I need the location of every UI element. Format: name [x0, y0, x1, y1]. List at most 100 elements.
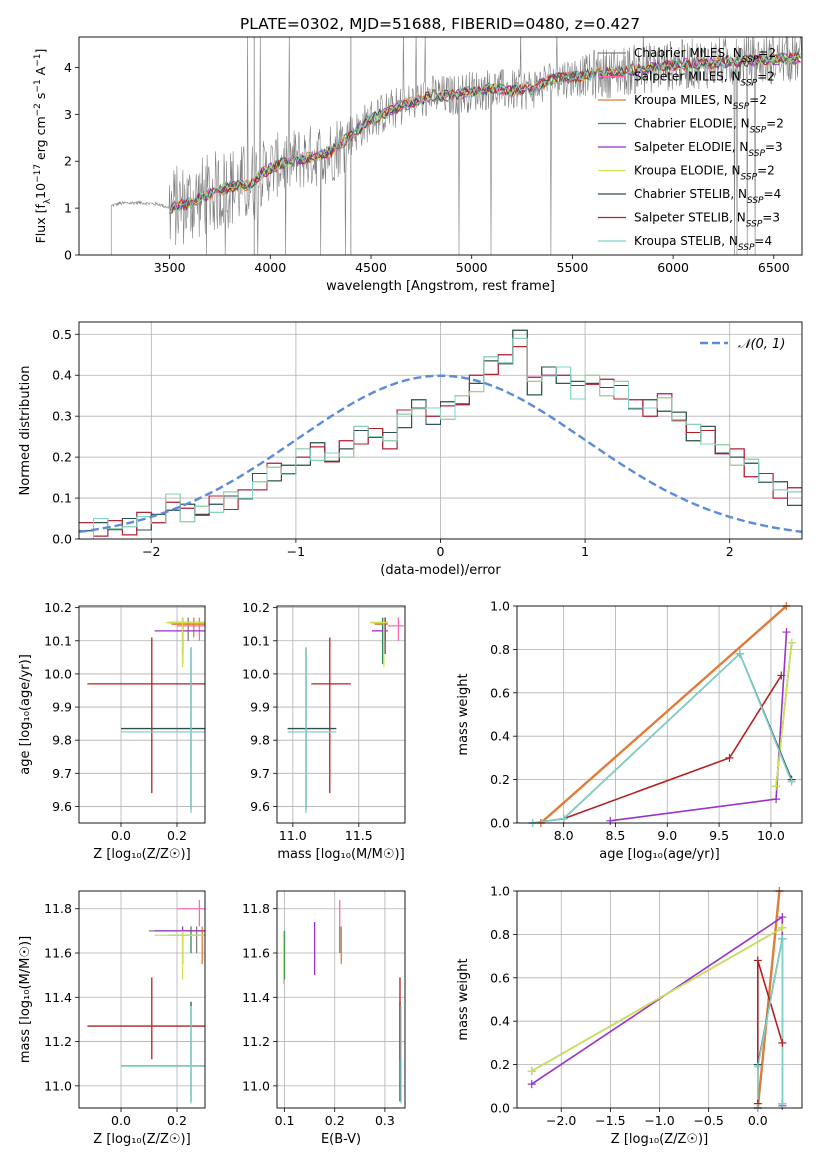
mass_weight_vs_age-series-line — [532, 652, 793, 823]
mass_vs_ebv-ytick-label: 11.4 — [242, 990, 270, 1005]
spectrum-legend-n: 2 — [776, 117, 784, 131]
mass_vs_Z-xtick-label: 0.0 — [111, 1113, 131, 1128]
mass_vs_Z-ytick-label: 11.4 — [44, 990, 72, 1005]
spectrum-legend-sub: SSP — [733, 102, 750, 112]
residuals-ytick-label: 0.3 — [52, 409, 72, 424]
mass_vs_Z-xlabel: Z [log₁₀(Z/Z☉)] — [93, 1132, 190, 1147]
mass_weight_vs_Z-ytick-label: 0.4 — [490, 1014, 510, 1029]
spectrum-legend-eq: = — [754, 234, 764, 248]
spectrum-ylabel-part: −2 — [33, 103, 43, 116]
spectrum-legend-sub: SSP — [748, 149, 765, 159]
mass_weight_vs_Z-series-line — [757, 938, 784, 1108]
mass_vs_Z-panel: 0.0 0.2 11.0 11.2 11.4 11.6 11.8 Z [log₁₀(Z/Z☉)… — [18, 890, 206, 1147]
mass_weight_vs_Z-xtick-label: −0.5 — [693, 1113, 723, 1128]
spectrum-xtick-label: 6500 — [758, 260, 790, 275]
mass_weight_vs_age-ylabel: mass weight — [456, 673, 471, 755]
mass_weight_vs_age-marker — [777, 671, 786, 680]
mass_weight_vs_age-marker — [772, 782, 781, 791]
spectrum-legend-eq: = — [762, 211, 772, 225]
mass_vs_Z-ylabel: mass [log₁₀(M/M☉)] — [18, 936, 33, 1063]
spectrum-legend-eq: = — [765, 140, 775, 154]
age_vs_mass-plot-area — [277, 606, 405, 823]
spectrum-legend-label: Salpeter ELODIE, NSSP=3 — [634, 140, 783, 159]
spectrum-xtick-label: 6000 — [657, 260, 689, 275]
age_vs_Z-xtick-label: 0.2 — [167, 828, 187, 843]
mass_vs_Z-plot-area — [79, 891, 205, 1108]
residuals-ytick-label: 0.0 — [52, 532, 72, 547]
residuals-ytick-label: 0.5 — [52, 327, 72, 342]
mass_weight_vs_Z-xlabel: Z [log₁₀(Z/Z☉)] — [611, 1132, 708, 1147]
spectrum-legend-sub: SSP — [750, 126, 767, 136]
spectrum-legend-label: Salpeter MILES, NSSP=2 — [634, 70, 775, 89]
mass_weight_vs_age-panel: 8.0 8.5 9.0 9.5 10.0 0.0 0.2 0.4 0.6 0.8 1.0 age [l… — [456, 599, 803, 862]
spectrum-legend-sub: SSP — [742, 55, 759, 65]
mass_weight_vs_Z-marker — [778, 934, 787, 943]
age_vs_Z-ytick-label: 9.6 — [52, 799, 72, 814]
mass_weight_vs_age-xtick-label: 9.5 — [709, 828, 729, 843]
spectrum-legend-name: Salpeter MILES — [634, 70, 724, 84]
spectrum-legend-n: 2 — [767, 164, 775, 178]
mass_weight_vs_age-series-line — [775, 642, 793, 787]
residuals-ytick-label: 0.4 — [52, 368, 72, 383]
mass_weight_vs_age-xtick-label: 8.0 — [554, 828, 574, 843]
mass_vs_ebv-panel: 0.1 0.2 0.3 11.0 11.2 11.4 11.6 11.8 E(B-V) — [242, 890, 406, 1147]
age_vs_Z-ytick-label: 9.9 — [52, 700, 72, 715]
mass_weight_vs_age-marker — [782, 628, 791, 637]
spectrum-legend-n: 2 — [767, 70, 775, 84]
spectrum-legend-sep: , N — [721, 234, 738, 248]
spectrum-legend-n: 2 — [759, 93, 767, 107]
age_vs_mass-ytick-label: 10.1 — [242, 633, 270, 648]
spectrum-legend-label: Salpeter STELIB, NSSP=3 — [634, 211, 780, 230]
mass_weight_vs_age-marker — [606, 816, 615, 825]
spectrum-legend-label: Chabrier STELIB, NSSP=4 — [634, 187, 781, 206]
mass_weight_vs_Z-xtick-label: −1.0 — [644, 1113, 674, 1128]
spectrum-legend-sep: , N — [732, 140, 749, 154]
spectrum-xtick-label: 5500 — [557, 260, 589, 275]
mass_vs_ebv-ytick-label: 11.8 — [242, 901, 270, 916]
spectrum-legend-eq: = — [764, 187, 774, 201]
mass_weight_vs_Z-marker — [753, 956, 762, 965]
spectrum-ylabel-part: 10 — [33, 183, 48, 199]
spectrum-xtick-label: 3500 — [154, 260, 186, 275]
mass_vs_ebv-xtick-label: 0.2 — [325, 1113, 345, 1128]
spectrum-data-line — [110, 37, 802, 255]
spectrum-legend-name: Kroupa STELIB — [634, 234, 721, 248]
mass_vs_ebv-xtick-label: 0.1 — [275, 1113, 295, 1128]
mass_vs_ebv-xtick-label: 0.3 — [375, 1113, 395, 1128]
spectrum-legend-sub: SSP — [738, 243, 755, 253]
age_vs_mass-ytick-label: 10.0 — [242, 666, 270, 681]
mass_weight_vs_Z-xtick-label: 0.0 — [748, 1113, 768, 1128]
mass_weight_vs_Z-ytick-label: 0.2 — [490, 1057, 510, 1072]
mass_weight_vs_Z-marker — [778, 1038, 787, 1047]
mass_weight_vs_Z-marker — [778, 923, 787, 932]
age_vs_mass-frame — [276, 605, 406, 824]
age_vs_Z-xtick-label: 0.0 — [111, 828, 131, 843]
spectrum-legend-eq: = — [757, 70, 767, 84]
spectrum-legend-sep: , N — [729, 211, 746, 225]
mass_weight_vs_Z-ytick-label: 0.6 — [490, 970, 510, 985]
spectrum-ylabel-part: −1 — [33, 54, 43, 67]
mass_vs_Z-ytick-label: 11.2 — [44, 1034, 72, 1049]
spectrum-legend-label: Kroupa STELIB, NSSP=4 — [634, 234, 772, 253]
spectrum-legend-sep: , N — [716, 93, 733, 107]
spectrum-xtick-label: 4500 — [355, 260, 387, 275]
spectrum-legend-sub: SSP — [741, 79, 758, 89]
mass_vs_Z-frame — [78, 890, 206, 1109]
spectrum-legend-sub: SSP — [741, 173, 758, 183]
spectrum-panel: 3500 4000 4500 5000 5500 6000 650001234wavelen… — [33, 36, 803, 294]
spectrum-legend-n: 3 — [772, 211, 780, 225]
spectrum-legend-sep: , N — [724, 70, 741, 84]
residuals-xtick-label: −1 — [287, 544, 305, 559]
mass_vs_Z-ytick-label: 11.0 — [44, 1078, 72, 1093]
age_vs_mass-ytick-label: 9.6 — [250, 799, 270, 814]
spectrum-legend-sep: , N — [730, 187, 747, 201]
mass_weight_vs_Z-series-line — [531, 927, 783, 1072]
mass_weight_vs_age-xtick-label: 10.0 — [757, 828, 785, 843]
mass_weight_vs_Z-marker — [527, 1067, 536, 1076]
age_vs_mass-ytick-label: 10.2 — [242, 600, 270, 615]
spectrum-legend-sep: , N — [724, 164, 741, 178]
age_vs_Z-plot-area — [79, 606, 205, 823]
residuals-panel: −2 −1 0 1 2 0.0 0.1 0.2 0.3 0.4 0.5 (data-model)/er… — [18, 321, 803, 578]
mass_vs_ebv-xlabel: E(B-V) — [321, 1132, 361, 1147]
